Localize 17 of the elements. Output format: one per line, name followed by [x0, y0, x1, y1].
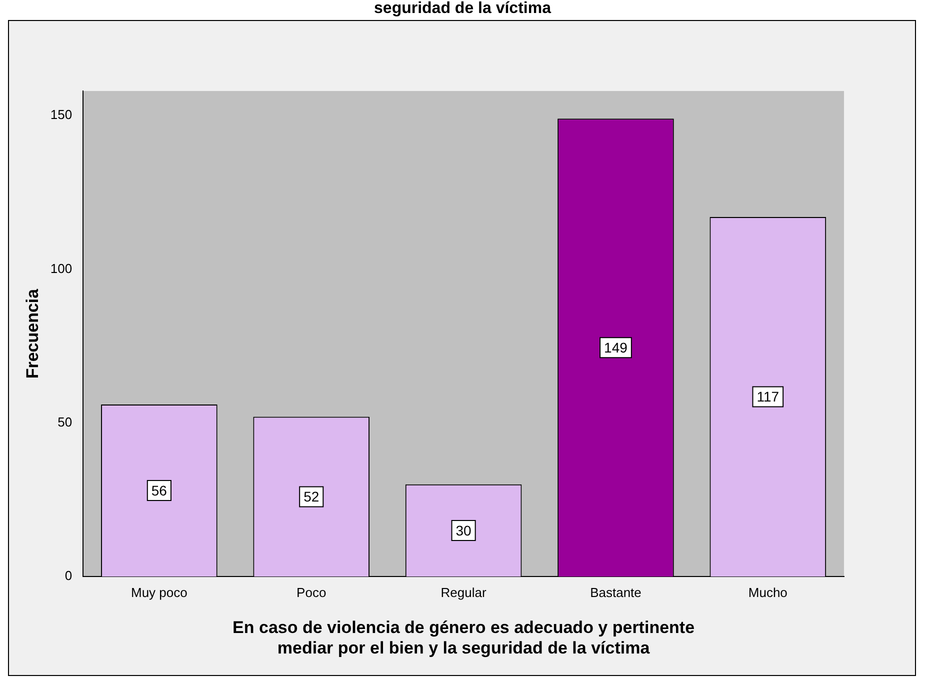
- x-tick-label: Poco: [296, 584, 326, 600]
- data-label: 52: [304, 488, 320, 505]
- x-tick-label: Mucho: [748, 584, 788, 600]
- y-tick-label: 50: [58, 414, 72, 430]
- data-label: 56: [151, 482, 168, 498]
- data-label: 117: [756, 388, 780, 405]
- x-axis-title: En caso de violencia de género es adecuado y pertinente mediar por el bien y la seguridad de la víctima: [232, 618, 695, 658]
- y-axis-title: Frecuencia: [22, 288, 42, 379]
- y-tick-label: 0: [64, 568, 72, 584]
- chart-title: seguridad de la víctima: [373, 0, 552, 18]
- y-tick-label: 100: [50, 260, 72, 276]
- x-tick-label: Bastante: [590, 584, 642, 600]
- x-tick-label: Muy poco: [130, 584, 188, 600]
- x-tick-label: Regular: [440, 584, 487, 600]
- y-tick-label: 150: [50, 107, 72, 122]
- data-label: 30: [456, 522, 472, 538]
- data-label: 149: [604, 339, 628, 356]
